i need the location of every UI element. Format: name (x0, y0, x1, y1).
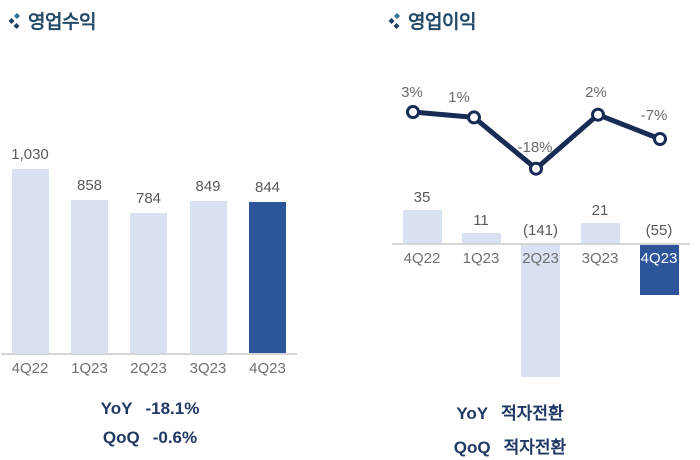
bar-1Q23 (71, 200, 108, 353)
x-axis-label: 4Q23 (249, 360, 286, 377)
yoy-summary-row: YoY 적자전환 (456, 399, 563, 424)
line-value-label: -7% (640, 107, 668, 124)
x-axis-line (392, 243, 690, 245)
x-axis-label: 1Q23 (71, 360, 108, 377)
x-axis-label: 1Q23 (462, 250, 500, 267)
x-axis-line (1, 353, 297, 355)
revenue-chart-panel: 영업수익 1,030 4Q22 858 1Q23 784 2Q23 849 3Q23 844 4Q… (0, 7, 300, 448)
bar-value-label: 784 (135, 190, 162, 207)
data-point-4Q22 (406, 105, 420, 119)
x-axis-label: 4Q22 (403, 250, 441, 267)
x-axis-label: 3Q23 (581, 250, 619, 267)
profit-chart-title-text: 영업이익 (408, 12, 476, 33)
yoy-label: YoY (100, 399, 133, 418)
bar-value-label: 11 (473, 212, 489, 229)
line-value-label: 1% (448, 89, 470, 106)
x-axis-label: 2Q23 (130, 360, 167, 377)
bar-2Q23 (130, 213, 167, 353)
profit-chart-panel: 영업이익 35 4Q22 11 1Q23 (141) 2Q23 21 3Q23 (55) 4Q23… (380, 0, 700, 460)
bar-4Q22 (402, 210, 442, 243)
bar-4Q22 (11, 169, 49, 353)
bar-4Q23 (639, 243, 679, 295)
revenue-chart-title-text: 영업수익 (28, 12, 96, 33)
bar-1Q23 (461, 233, 501, 243)
qoq-summary-row: QoQ 적자전환 (454, 433, 566, 458)
qoq-value: 적자전환 (503, 438, 567, 457)
bar-2Q23 (521, 243, 560, 377)
bar-value-label: (55) (645, 222, 673, 239)
bar-value-label: (141) (522, 222, 559, 239)
bar-value-label: 1,030 (11, 146, 49, 163)
qoq-label: QoQ (102, 428, 140, 447)
data-point-4Q23 (653, 132, 667, 146)
revenue-summary: YoY -18.1% QoQ -0.6% (0, 399, 300, 448)
data-point-3Q23 (591, 107, 605, 122)
profit-trend-line-chart (406, 105, 667, 176)
line-value-label: 2% (585, 84, 607, 101)
profit-summary: YoY 적자전환 QoQ 적자전환 (380, 399, 640, 458)
qoq-label: QoQ (453, 438, 491, 457)
yoy-label: YoY (456, 404, 489, 423)
bar-value-label: 858 (76, 177, 103, 194)
line-value-label: 3% (401, 84, 423, 101)
yoy-summary-row: YoY -18.1% (101, 399, 200, 419)
yoy-value: -18.1% (145, 399, 200, 418)
bar-value-label: 849 (195, 178, 221, 195)
x-axis-label: 2Q23 (522, 250, 559, 267)
yoy-value: 적자전환 (501, 404, 564, 423)
bar-3Q23 (580, 223, 620, 243)
qoq-summary-row: QoQ -0.6% (103, 428, 197, 448)
revenue-chart-title: 영업수익 (8, 7, 96, 34)
qoq-value: -0.6% (152, 428, 198, 447)
data-point-2Q23 (529, 161, 543, 176)
x-axis-label: 3Q23 (189, 360, 227, 377)
x-axis-label: 4Q23 (640, 250, 678, 267)
bar-3Q23 (189, 201, 227, 353)
profit-chart-title: 영업이익 (388, 7, 476, 34)
diamond-bullet-icon (388, 12, 400, 29)
bar-value-label: 21 (591, 202, 609, 219)
revenue-bar-chart: 1,030 4Q22 858 1Q23 784 2Q23 849 3Q23 844 4Q23 (1, 146, 297, 377)
bar-value-label: 844 (254, 179, 281, 196)
x-axis-label: 4Q22 (11, 360, 49, 377)
profit-bar-chart: 35 4Q22 11 1Q23 (141) 2Q23 21 3Q23 (55) 4Q23 3% 1% -… (380, 0, 700, 460)
bar-4Q23 (249, 202, 286, 353)
bar-value-label: 35 (413, 189, 431, 206)
line-value-label: -18% (517, 139, 553, 156)
data-point-1Q23 (467, 110, 481, 125)
diamond-bullet-icon (8, 12, 20, 29)
